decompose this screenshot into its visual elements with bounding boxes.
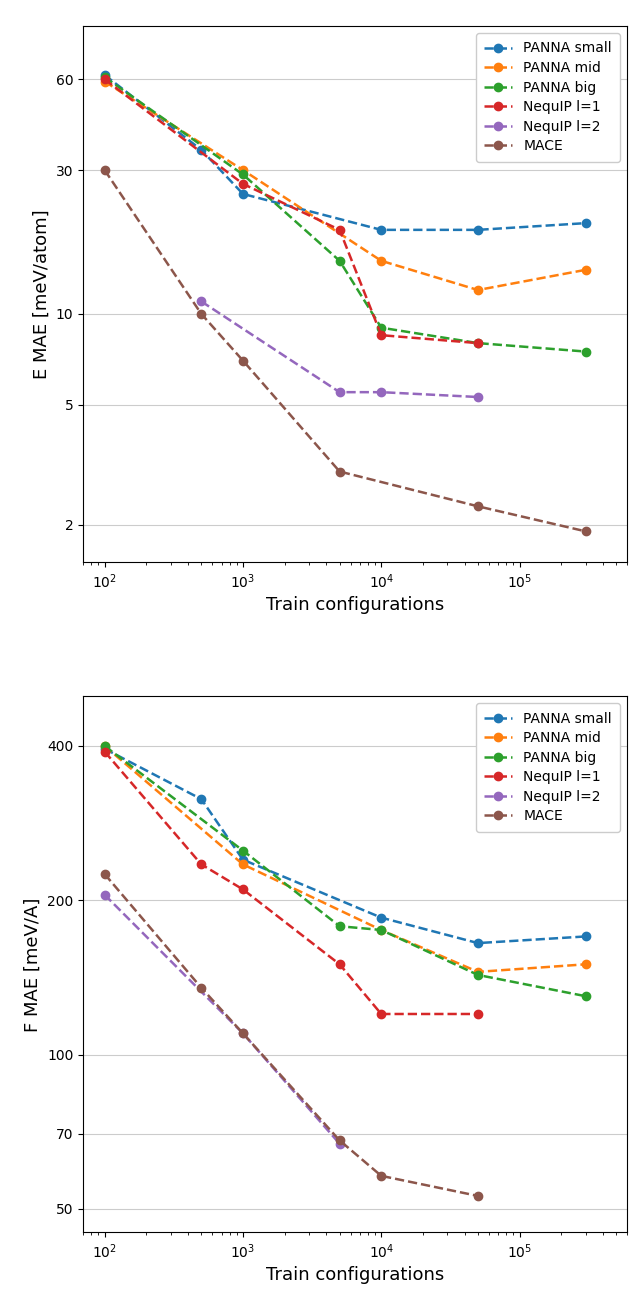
PANNA small xyxy=(198,792,205,808)
PANNA big xyxy=(336,918,344,933)
PANNA big xyxy=(378,320,385,336)
PANNA big xyxy=(582,988,589,1004)
PANNA mid xyxy=(378,253,385,269)
NequIP l=1 xyxy=(336,957,344,973)
MACE xyxy=(582,523,589,539)
PANNA small xyxy=(198,142,205,157)
MACE xyxy=(198,979,205,995)
NequIP l=2 xyxy=(239,1025,247,1041)
MACE xyxy=(378,1168,385,1184)
PANNA big xyxy=(239,843,247,859)
PANNA mid xyxy=(239,163,247,178)
MACE xyxy=(474,498,482,514)
NequIP l=1 xyxy=(378,328,385,343)
PANNA mid xyxy=(582,262,589,278)
Line: PANNA mid: PANNA mid xyxy=(100,77,589,294)
NequIP l=2 xyxy=(336,1135,344,1151)
NequIP l=1 xyxy=(378,1006,385,1021)
PANNA mid xyxy=(100,73,108,89)
X-axis label: Train configurations: Train configurations xyxy=(266,1266,444,1285)
NequIP l=2 xyxy=(378,384,385,400)
PANNA big xyxy=(474,336,482,351)
Line: PANNA small: PANNA small xyxy=(100,71,589,235)
NequIP l=1 xyxy=(198,856,205,872)
NequIP l=1 xyxy=(100,743,108,759)
PANNA big xyxy=(378,922,385,937)
NequIP l=1 xyxy=(474,1006,482,1021)
PANNA small xyxy=(474,222,482,237)
Legend: PANNA small, PANNA mid, PANNA big, NequIP l=1, NequIP l=2, MACE: PANNA small, PANNA mid, PANNA big, NequI… xyxy=(476,703,620,831)
PANNA small xyxy=(582,928,589,944)
PANNA big xyxy=(100,69,108,85)
MACE xyxy=(100,163,108,178)
PANNA mid xyxy=(239,856,247,872)
X-axis label: Train configurations: Train configurations xyxy=(266,597,444,614)
PANNA big xyxy=(239,166,247,182)
NequIP l=2 xyxy=(474,389,482,405)
Line: PANNA small: PANNA small xyxy=(100,745,589,948)
MACE xyxy=(336,464,344,480)
Line: PANNA big: PANNA big xyxy=(100,742,589,1000)
PANNA small xyxy=(474,935,482,950)
PANNA mid xyxy=(474,282,482,298)
PANNA small xyxy=(378,910,385,926)
PANNA small xyxy=(582,215,589,231)
PANNA big xyxy=(100,738,108,754)
PANNA small xyxy=(100,741,108,756)
PANNA small xyxy=(239,186,247,202)
PANNA big xyxy=(474,968,482,983)
Y-axis label: E MAE [meV/atom]: E MAE [meV/atom] xyxy=(32,210,51,379)
Line: MACE: MACE xyxy=(100,166,589,535)
NequIP l=1 xyxy=(336,222,344,237)
MACE xyxy=(198,305,205,321)
MACE xyxy=(336,1133,344,1148)
NequIP l=1 xyxy=(474,336,482,351)
PANNA small xyxy=(100,67,108,83)
Line: PANNA big: PANNA big xyxy=(100,73,589,355)
PANNA small xyxy=(239,852,247,868)
Y-axis label: F MAE [meV/A]: F MAE [meV/A] xyxy=(24,897,42,1032)
Line: PANNA mid: PANNA mid xyxy=(100,742,589,975)
NequIP l=1 xyxy=(239,881,247,897)
Legend: PANNA small, PANNA mid, PANNA big, NequIP l=1, NequIP l=2, MACE: PANNA small, PANNA mid, PANNA big, NequI… xyxy=(476,33,620,161)
MACE xyxy=(239,353,247,368)
NequIP l=1 xyxy=(239,176,247,191)
PANNA big xyxy=(336,253,344,269)
NequIP l=1 xyxy=(100,71,108,87)
PANNA big xyxy=(582,343,589,359)
PANNA mid xyxy=(378,922,385,937)
PANNA mid xyxy=(100,738,108,754)
PANNA mid xyxy=(582,957,589,973)
MACE xyxy=(100,867,108,882)
Line: MACE: MACE xyxy=(100,871,482,1200)
NequIP l=2 xyxy=(100,888,108,903)
MACE xyxy=(239,1025,247,1041)
Line: NequIP l=2: NequIP l=2 xyxy=(197,298,482,401)
NequIP l=2 xyxy=(198,294,205,309)
NequIP l=2 xyxy=(336,384,344,400)
PANNA mid xyxy=(474,964,482,979)
Line: NequIP l=1: NequIP l=1 xyxy=(100,75,482,347)
Line: NequIP l=1: NequIP l=1 xyxy=(100,747,482,1019)
PANNA small xyxy=(378,222,385,237)
Line: NequIP l=2: NequIP l=2 xyxy=(100,890,344,1148)
MACE xyxy=(474,1188,482,1203)
